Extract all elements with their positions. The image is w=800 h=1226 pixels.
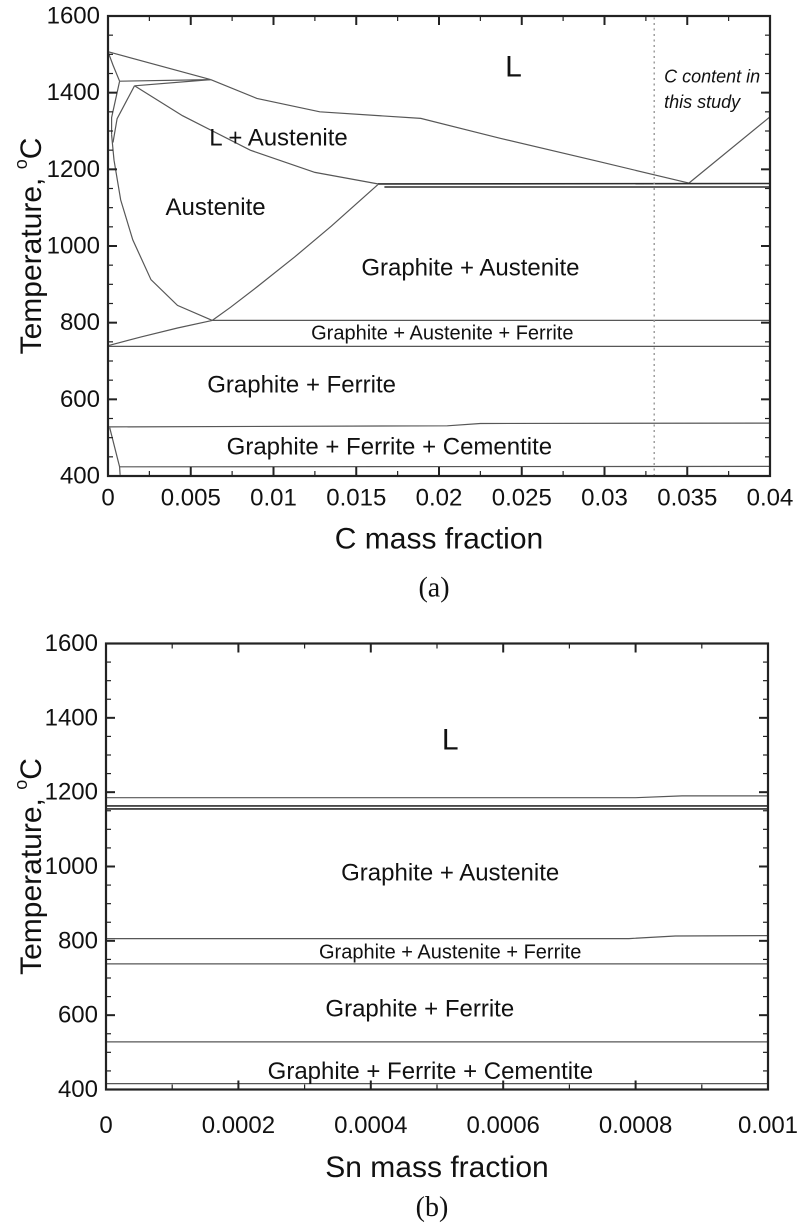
region-label: L [442, 724, 459, 757]
boundary-peritectic-line [119, 79, 211, 82]
region-label: Graphite + Austenite [341, 859, 559, 886]
boundary-austenite-left-solvus [111, 134, 213, 321]
boundary-corner-boundary [109, 427, 121, 475]
boundary-graphite-austenite-ferrite-top [106, 935, 769, 940]
x-tick-label: 0.015 [326, 485, 386, 512]
panel-caption: (b) [416, 1192, 449, 1223]
region-label: Austenite [166, 194, 266, 221]
region-label: L [505, 51, 522, 84]
panel-a: 0 0.005 0.01 0.015 0.02 0.025 0.03 0.035 0.04 160… [11, 3, 793, 604]
region-label: Graphite + Ferrite + Cementite [268, 1058, 593, 1085]
boundary-austenite-solvus-right [211, 184, 379, 321]
boundary-graphite-liquidus [688, 116, 771, 184]
region-label: Graphite + Austenite + Ferrite [319, 942, 581, 964]
boundary-delta-solidus [107, 51, 121, 82]
y-tick-label: 1200 [45, 779, 98, 806]
region-label: Graphite + Ferrite [325, 995, 514, 1022]
y-axis-label: Temperature, oC [11, 138, 48, 355]
x-tick-label: 0.01 [250, 485, 297, 512]
y-tick-label: 400 [60, 463, 100, 490]
y-tick-label: 1600 [47, 3, 100, 30]
x-tick-label: 0.025 [492, 485, 552, 512]
annotation-line: this study [664, 92, 741, 112]
boundary-gamma-liquidus [210, 79, 690, 184]
y-tick-label: 1600 [45, 630, 98, 657]
x-tick-label: 0.02 [416, 485, 463, 512]
y-axis-label: Temperature, oC [11, 758, 48, 975]
panel-caption: (a) [418, 573, 449, 604]
x-tick-label: 0.0004 [334, 1112, 407, 1139]
x-tick-label: 0 [101, 485, 114, 512]
x-tick-label: 0.035 [657, 485, 717, 512]
y-tick-label: 1000 [47, 233, 100, 260]
y-tick-label: 800 [60, 309, 100, 336]
y-tick-label: 800 [58, 927, 98, 954]
y-tick-label: 600 [58, 1002, 98, 1029]
panel-b: 0 0.0002 0.0004 0.0006 0.0008 0.001 1600 1400 12… [11, 630, 798, 1223]
x-tick-label: 0.04 [747, 485, 794, 512]
x-tick-label: 0.001 [738, 1112, 798, 1139]
boundary-gamma-left-sliver [112, 85, 136, 143]
x-tick-label: 0.03 [581, 485, 628, 512]
boundary-ferrite-austenite-wedge [107, 319, 213, 347]
annotation-line: C content in [664, 67, 760, 87]
x-tick-label: 0.0006 [466, 1112, 539, 1139]
region-label: Graphite + Ferrite + Cementite [227, 433, 552, 460]
x-axis-label: C mass fraction [335, 523, 543, 556]
x-axis-label: Sn mass fraction [325, 1151, 548, 1184]
region-label: Graphite + Austenite + Ferrite [311, 322, 573, 344]
y-tick-label: 1200 [47, 156, 100, 183]
x-tick-label: 0.0002 [202, 1112, 275, 1139]
region-label: L + Austenite [209, 124, 348, 151]
boundary-delta-liquidus [107, 51, 211, 81]
boundary-gamma-upper-left [134, 79, 211, 87]
boundary-cementite-top-line [107, 422, 771, 428]
x-tick-label: 0 [99, 1112, 112, 1139]
y-tick-label: 1400 [45, 704, 98, 731]
boundary-liquidus-line [106, 795, 768, 799]
y-tick-label: 1400 [47, 79, 100, 106]
x-tick-label: 0.005 [161, 485, 221, 512]
y-tick-label: 1000 [45, 853, 98, 880]
x-tick-label: 0.0008 [599, 1112, 672, 1139]
region-label: Graphite + Ferrite [207, 372, 396, 399]
region-label: Graphite + Austenite [361, 254, 579, 281]
boundary-gamma-solidus [134, 85, 378, 185]
y-tick-label: 400 [58, 1076, 98, 1103]
y-tick-label: 600 [60, 386, 100, 413]
